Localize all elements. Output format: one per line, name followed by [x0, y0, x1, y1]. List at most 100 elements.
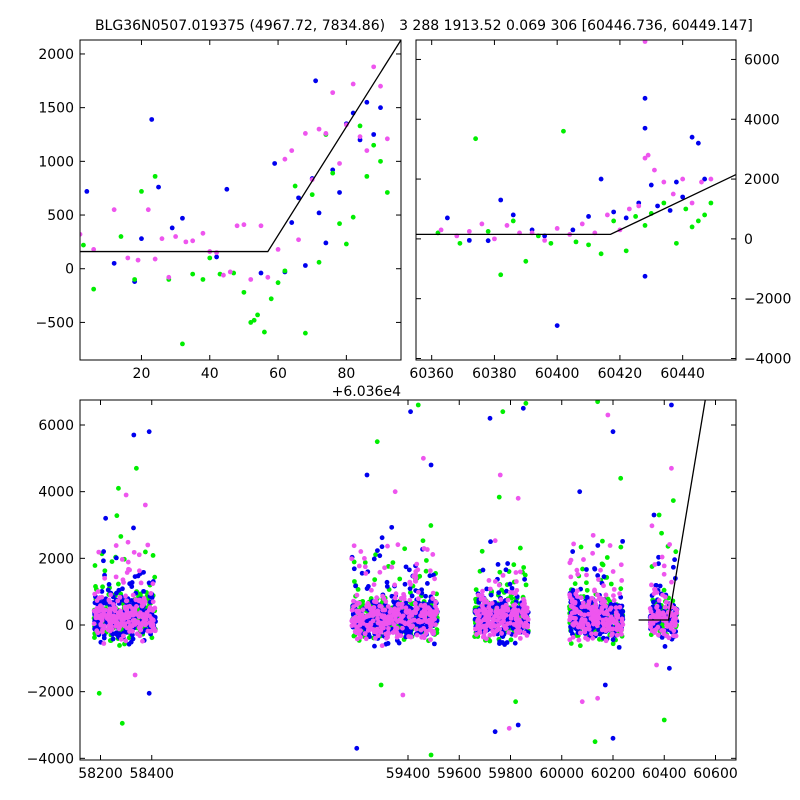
top-right-x-tick-label: 60420: [598, 366, 643, 382]
bottom-point: [397, 576, 403, 582]
top-right-point: [633, 214, 639, 219]
bottom-point: [400, 625, 405, 631]
bottom-point: [667, 542, 672, 547]
bottom-point: [111, 613, 117, 619]
bottom-point: [391, 611, 397, 616]
bottom-plot-area: [91, 400, 706, 758]
top-right-point: [642, 40, 648, 44]
top-right-point: [573, 239, 579, 245]
bottom-point: [497, 569, 503, 575]
bottom-point: [101, 558, 106, 564]
bottom-outlier-point: [605, 412, 611, 418]
bottom-point: [614, 632, 620, 638]
bottom-point: [430, 552, 436, 557]
top-left-point: [207, 255, 213, 261]
top-right-x-tick-label: 60360: [409, 366, 454, 382]
bottom-point: [600, 538, 605, 544]
bottom-point: [402, 581, 408, 587]
top-right-point: [642, 273, 648, 279]
bottom-point: [614, 621, 620, 627]
bottom-point: [619, 631, 624, 637]
bottom-point: [595, 573, 601, 578]
top-left-point: [255, 312, 260, 318]
bottom-point: [401, 591, 406, 597]
bottom-point: [413, 604, 419, 610]
bottom-point: [655, 624, 661, 630]
bottom-point: [521, 598, 527, 604]
bottom-point: [425, 605, 431, 610]
bottom-point: [113, 543, 119, 548]
top-left-point: [221, 272, 226, 278]
bottom-point: [618, 544, 624, 550]
top-left-point: [316, 126, 322, 132]
top-left-point: [139, 236, 144, 242]
bottom-point: [111, 602, 116, 607]
top-left-point: [289, 148, 295, 154]
top-left-point: [81, 242, 86, 248]
bottom-point: [656, 554, 661, 560]
top-left-point: [378, 83, 383, 89]
bottom-point: [608, 581, 614, 587]
bottom-point: [110, 636, 116, 642]
bottom-point: [414, 561, 420, 567]
top-right-y-tick-label: 4000: [744, 112, 780, 128]
bottom-outlier-point: [654, 662, 659, 668]
bottom-point: [356, 600, 362, 606]
bottom-point: [584, 572, 589, 578]
bottom-point: [481, 617, 487, 623]
bottom-point: [477, 618, 483, 624]
bottom-point: [574, 588, 580, 594]
bottom-point: [581, 557, 586, 562]
top-left-y-tick-label: 500: [47, 208, 74, 224]
bottom-point: [500, 572, 506, 578]
top-left-point: [200, 230, 206, 236]
bottom-point: [505, 561, 511, 566]
bottom-point: [102, 607, 108, 613]
top-right-point: [673, 240, 679, 246]
top-left-point: [323, 240, 329, 246]
bottom-point: [656, 614, 662, 620]
bottom-point: [117, 624, 123, 629]
bottom-point: [503, 612, 509, 618]
top-right-point: [498, 272, 504, 278]
top-right-point: [642, 125, 648, 131]
bottom-point: [421, 607, 427, 613]
bottom-point: [380, 593, 386, 599]
bottom-point: [510, 590, 516, 596]
bottom-point: [403, 564, 409, 570]
top-right-y-tick-label: 0: [744, 232, 753, 248]
bottom-point: [363, 636, 369, 642]
bottom-point: [407, 630, 413, 636]
top-right-point: [466, 229, 472, 234]
bottom-point: [488, 592, 494, 598]
bottom-point: [614, 627, 620, 633]
bottom-point: [494, 605, 500, 611]
top-left-point: [309, 192, 315, 198]
bottom-point: [93, 584, 98, 589]
bottom-point: [486, 578, 492, 583]
top-right-point: [473, 136, 479, 142]
bottom-outlier-point: [523, 400, 529, 406]
bottom-point: [659, 530, 664, 536]
bottom-point: [150, 553, 156, 558]
bottom-point: [497, 615, 502, 621]
bottom-point: [580, 603, 586, 609]
bottom-point: [433, 599, 439, 605]
bottom-point: [617, 604, 623, 610]
top-right-point: [570, 227, 576, 233]
bottom-point: [603, 592, 609, 598]
top-left-frame: [79, 39, 402, 361]
bottom-point: [349, 618, 355, 623]
bottom-point: [512, 602, 518, 608]
top-left-point: [183, 239, 189, 245]
top-left-point: [378, 158, 383, 164]
bottom-point: [377, 553, 383, 559]
bottom-point: [109, 559, 115, 564]
bottom-outlier-point: [610, 735, 616, 741]
top-left-point: [248, 277, 254, 282]
bottom-point: [420, 538, 426, 544]
top-left-point: [227, 269, 233, 275]
top-left-point: [111, 260, 117, 266]
bottom-point: [521, 565, 527, 570]
bottom-point: [400, 613, 406, 619]
